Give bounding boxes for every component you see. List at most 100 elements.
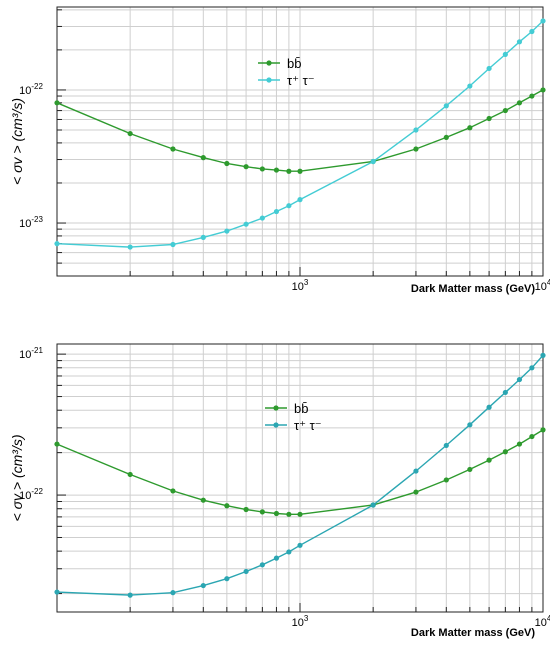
data-point [486, 457, 492, 463]
y-axis-label: < σv > (cm³/s) [9, 98, 25, 185]
data-point [200, 155, 206, 161]
data-point [286, 203, 292, 209]
data-point [273, 167, 280, 173]
data-point [127, 130, 133, 137]
data-point [413, 127, 419, 133]
data-point [127, 592, 133, 598]
data-point [297, 511, 303, 517]
x-tick-label: 104 [535, 614, 550, 629]
y-axis-label: < σv > (cm³/s) [9, 434, 25, 521]
data-point [529, 28, 535, 35]
data-point [540, 352, 546, 358]
x-tick-label: 104 [535, 278, 550, 293]
data-point [413, 146, 419, 152]
data-point [516, 100, 523, 106]
data-point [259, 509, 265, 515]
data-point [127, 471, 133, 478]
legend-label: bb̄ [287, 56, 301, 71]
legend-label: τ⁺ τ⁻ [294, 418, 322, 433]
data-point [297, 542, 303, 548]
data-point [443, 103, 449, 109]
data-point [54, 589, 60, 595]
data-point [286, 168, 292, 174]
data-point [273, 208, 280, 215]
x-axis-label: Dark Matter mass (GeV) [411, 283, 535, 295]
legend-swatch-marker [266, 77, 272, 83]
data-point [467, 422, 473, 428]
data-point [273, 555, 280, 561]
data-point [370, 502, 376, 508]
data-point [286, 549, 292, 555]
data-point [502, 51, 508, 57]
data-point [259, 215, 265, 221]
series-1 [54, 87, 546, 174]
data-point [467, 466, 473, 473]
data-point [443, 477, 449, 483]
data-point [243, 506, 249, 513]
data-point [516, 441, 523, 447]
legend-swatch-marker [266, 60, 272, 66]
data-point [502, 107, 508, 114]
data-point [502, 449, 508, 455]
data-point [443, 134, 449, 141]
legend: bb̄ τ⁺ τ⁻ [258, 56, 315, 88]
legend-label: τ⁺ τ⁻ [287, 73, 315, 88]
data-point [170, 146, 176, 152]
data-point [200, 497, 206, 503]
legend-swatch-marker [273, 422, 279, 428]
data-point [170, 241, 176, 248]
data-point [224, 576, 230, 582]
x-tick-label: 103 [292, 614, 309, 629]
legend: bb̄ τ⁺ τ⁻ [265, 401, 322, 433]
data-point [224, 160, 230, 167]
series-2 [54, 18, 546, 250]
data-point [200, 582, 206, 589]
data-point [529, 365, 535, 371]
data-point [297, 168, 303, 174]
data-point [443, 442, 449, 449]
data-point [286, 511, 292, 517]
data-point [467, 125, 473, 131]
data-point [486, 65, 492, 72]
series-2 [54, 352, 546, 598]
y-tick-label: 10-22 [19, 82, 43, 97]
data-point [486, 404, 492, 410]
data-point [370, 158, 376, 165]
data-point [529, 433, 535, 440]
y-tick-label: 10-23 [19, 215, 43, 230]
chart-panel-2: 103 104 10-22 10-21 Dark Matter mass (GeV) < … [9, 343, 550, 639]
data-point [243, 568, 249, 575]
data-point [540, 18, 546, 24]
data-point [259, 562, 265, 568]
data-point [54, 100, 60, 106]
data-point [170, 590, 176, 596]
data-point [243, 164, 249, 170]
data-point [224, 228, 230, 234]
grid [56, 7, 544, 277]
data-point [170, 488, 176, 494]
data-point [516, 376, 523, 383]
data-point [200, 234, 206, 240]
data-point [224, 503, 230, 509]
data-point [243, 221, 249, 227]
y-tick-label: 10-21 [19, 346, 43, 361]
grid [56, 344, 544, 612]
legend-label: bb̄ [294, 401, 308, 416]
x-axis-label: Dark Matter mass (GeV) [411, 627, 535, 639]
data-point [54, 441, 60, 447]
data-point [540, 87, 546, 93]
x-tick-label: 103 [292, 278, 309, 293]
data-point [413, 468, 419, 474]
data-point [516, 39, 523, 45]
data-point [297, 197, 303, 203]
data-point [529, 93, 535, 99]
data-point [127, 244, 133, 250]
chart-panel-1: 103 104 10-23 10-22 Dark Matter mass (GeV) < … [9, 6, 550, 295]
data-point [502, 389, 508, 396]
data-point [467, 83, 473, 89]
legend-swatch-marker [273, 405, 279, 411]
data-point [540, 427, 546, 433]
data-point [273, 510, 280, 517]
data-point [486, 115, 492, 122]
